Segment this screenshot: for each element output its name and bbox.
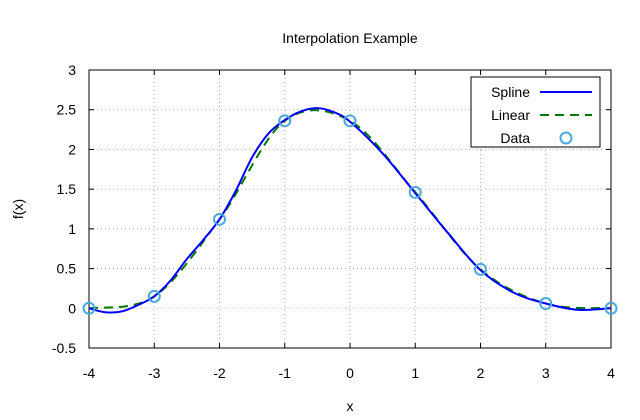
chart-title: Interpolation Example (282, 30, 418, 46)
legend: Spline Linear Data (470, 76, 601, 148)
data-point (604, 301, 618, 315)
data-point (343, 114, 357, 128)
y-axis-label: f(x) (10, 199, 26, 219)
y-tick-label: 1 (68, 221, 76, 237)
grid (89, 70, 611, 348)
x-tick-label: 2 (477, 365, 485, 381)
series-layer (82, 107, 618, 315)
x-tick-label: -2 (213, 365, 226, 381)
data-point (213, 212, 226, 226)
x-axis-label: x (347, 398, 354, 414)
y-tick-label: 0 (68, 300, 76, 316)
x-tick-label: 0 (346, 365, 354, 381)
y-tick-label: 1.5 (57, 181, 77, 197)
legend-label: Data (500, 130, 530, 146)
spline-series-line (88, 107, 612, 314)
data-point (278, 114, 292, 128)
x-tick-label: 4 (607, 365, 615, 381)
y-tick-label: 2.5 (57, 102, 77, 118)
legend-box (470, 76, 601, 148)
y-tick-label: -0.5 (52, 340, 76, 356)
data-point (474, 262, 487, 276)
axis-ticks: -4 -3 -2 -1 0 1 2 3 4 -0.5 0 0.5 1 1.5 2 2.5 3 (52, 62, 615, 381)
x-tick-label: 1 (411, 365, 419, 381)
x-tick-label: -3 (148, 365, 161, 381)
legend-swatch-data (559, 131, 573, 145)
legend-label: Spline (491, 84, 530, 100)
x-tick-label: 3 (542, 365, 550, 381)
x-tick-label: -1 (279, 365, 292, 381)
y-tick-label: 2 (68, 141, 76, 157)
data-point (539, 297, 553, 311)
data-point (147, 289, 161, 303)
y-tick-label: 0.5 (57, 261, 77, 277)
x-tick-label: -4 (83, 365, 96, 381)
linear-series-line (88, 109, 612, 310)
data-point (408, 185, 422, 199)
data-point (82, 301, 96, 315)
legend-label: Linear (491, 107, 530, 123)
y-tick-label: 3 (68, 62, 76, 78)
